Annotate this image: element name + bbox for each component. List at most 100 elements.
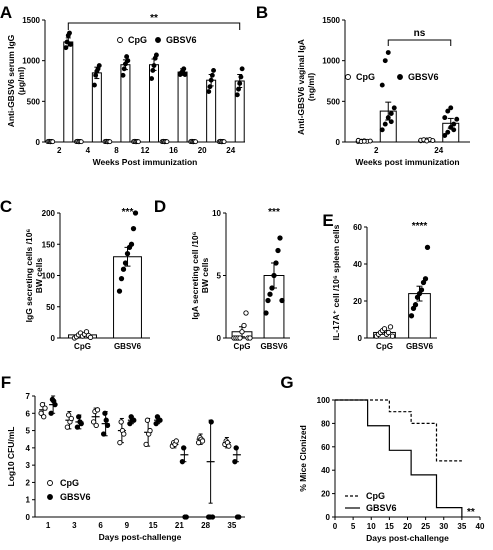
legend-marker-gbsv6 [397,74,403,80]
data-point [236,86,241,92]
y-tick-label: 80 [321,419,330,428]
x-tick-label: 35 [227,521,236,530]
data-point [121,431,127,437]
data-point [183,514,189,520]
y-tick-label: 0 [217,334,222,343]
data-point [388,119,394,125]
x-tick-label: 20 [403,522,412,531]
data-point [422,276,429,282]
panel-label: D [154,197,166,216]
x-tick-label: 9 [125,521,130,530]
significance-bracket [387,39,452,46]
bar [63,41,74,143]
data-point [445,129,451,135]
data-point [90,419,97,425]
data-point [243,310,249,316]
y-axis-label: Anti-GBSV6 serum IgG [6,34,16,127]
y-axis-label: Log10 CFU/mL [6,427,16,487]
legend-label-gbsv6: GBSV6 [166,35,197,45]
data-point [179,459,186,465]
data-point [118,275,125,282]
data-point [116,288,123,294]
data-point [94,407,101,413]
x-axis-label: Weeks post immunization [355,157,459,167]
y-tick-label: 0 [336,138,341,147]
significance-bracket [67,22,241,30]
data-point [121,66,127,72]
y-tick-label: 200 [42,209,56,218]
x-tick-label: 15 [149,521,158,530]
significance-label: ** [467,507,475,518]
panel-label: C [0,197,12,216]
y-tick-label: 2 [26,478,31,487]
data-point [164,139,170,145]
x-tick-label: 5 [351,522,356,531]
data-point [232,459,238,465]
x-tick-label: GBSV6 [114,342,142,351]
data-point [247,335,253,341]
x-tick-label: 3 [72,521,77,530]
data-point [173,438,179,444]
data-point [379,127,385,133]
data-point [275,247,281,254]
legend-label-cpg: CpG [356,72,375,82]
data-point [233,445,239,451]
data-point [241,322,247,329]
data-point [199,438,206,444]
data-point [379,82,385,88]
legend-marker-gbsv6 [47,494,53,500]
x-tick-label: GBSV6 [406,342,434,351]
y-tick-label: 6 [26,409,31,418]
data-point [442,133,448,138]
data-point [143,441,149,448]
data-point [237,80,243,86]
significance-label: *** [122,207,134,218]
data-point [64,424,71,430]
data-point [50,139,56,145]
data-point [424,138,430,144]
data-point [412,302,419,308]
y-tick-label: 3 [26,461,31,470]
data-point [424,244,431,251]
data-point [451,121,457,127]
y-tick-label: 40 [321,466,330,475]
data-point [87,334,94,341]
x-tick-label: 8 [114,146,119,155]
panel-c: C 0 50 100 150 200 CpG GBSV6 *** IgG secreting ce… [0,197,150,351]
data-point [208,419,214,425]
y-tick-label: 40 [353,260,362,269]
data-point [103,417,109,423]
data-point [267,291,273,297]
data-point [206,89,212,95]
data-point [135,139,141,145]
panel-label: F [1,373,11,392]
panel-b: B 0 500 1000 1500 2 24 Weeks post immunization A… [256,3,470,167]
panel-d: D 0 5 10 CpG GBSV6 *** IgA secreting cell /10⁶ B… [154,197,290,351]
data-point [147,427,153,434]
data-point [92,82,97,88]
x-tick-label: 20 [198,146,207,155]
data-point [124,54,130,60]
data-point [269,285,275,291]
survival-line [335,399,462,462]
panel-label: G [280,373,293,392]
y-axis-label: BW cells [200,258,210,294]
legend-label-gbsv6: GBSV6 [60,492,91,502]
x-tick-label: 24 [434,146,443,155]
y-axis-label: IgG secreting cells /10⁶ [24,229,34,323]
data-point [151,63,157,68]
x-tick-label: 21 [175,521,184,530]
y-axis-label: BW cells [34,258,44,294]
x-tick-label: 24 [226,146,235,155]
data-point [226,443,232,449]
data-point [279,297,285,304]
data-point [208,77,214,83]
data-point [122,260,129,266]
data-point [52,401,58,408]
data-point [388,111,394,116]
x-tick-label: 15 [385,522,394,531]
data-point [120,266,127,272]
y-tick-label: 60 [321,443,330,452]
